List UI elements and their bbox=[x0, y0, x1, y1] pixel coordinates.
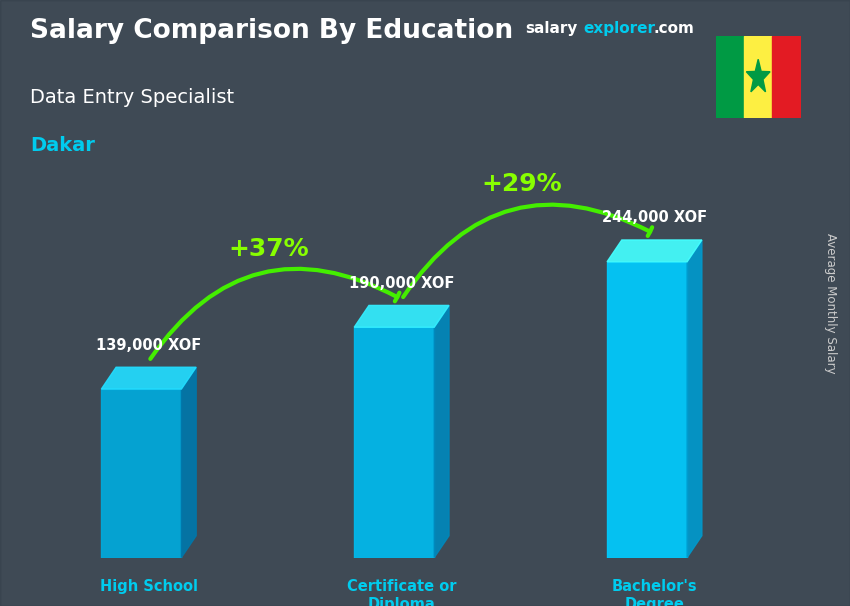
Text: salary: salary bbox=[525, 21, 578, 36]
Polygon shape bbox=[354, 305, 449, 327]
Bar bbox=[354, 327, 434, 558]
Bar bbox=[607, 262, 687, 558]
Text: 244,000 XOF: 244,000 XOF bbox=[602, 210, 707, 225]
Text: Salary Comparison By Education: Salary Comparison By Education bbox=[30, 18, 513, 44]
Text: Certificate or
Diploma: Certificate or Diploma bbox=[347, 579, 456, 606]
Text: 190,000 XOF: 190,000 XOF bbox=[348, 276, 454, 291]
Polygon shape bbox=[434, 305, 449, 558]
Bar bbox=[716, 36, 744, 118]
Polygon shape bbox=[101, 367, 196, 389]
Text: explorer: explorer bbox=[583, 21, 655, 36]
Text: +29%: +29% bbox=[481, 172, 562, 196]
Bar bbox=[773, 36, 801, 118]
Text: High School: High School bbox=[99, 579, 198, 594]
Text: Average Monthly Salary: Average Monthly Salary bbox=[824, 233, 837, 373]
Text: Bachelor's
Degree: Bachelor's Degree bbox=[612, 579, 697, 606]
Polygon shape bbox=[687, 240, 702, 558]
Text: Dakar: Dakar bbox=[30, 136, 94, 155]
Bar bbox=[744, 36, 773, 118]
Polygon shape bbox=[607, 240, 702, 262]
Text: Data Entry Specialist: Data Entry Specialist bbox=[30, 88, 234, 107]
Polygon shape bbox=[746, 59, 770, 92]
Text: 139,000 XOF: 139,000 XOF bbox=[96, 338, 201, 353]
Bar bbox=[101, 389, 181, 558]
Polygon shape bbox=[181, 367, 196, 558]
Text: +37%: +37% bbox=[229, 238, 309, 261]
Text: .com: .com bbox=[654, 21, 694, 36]
